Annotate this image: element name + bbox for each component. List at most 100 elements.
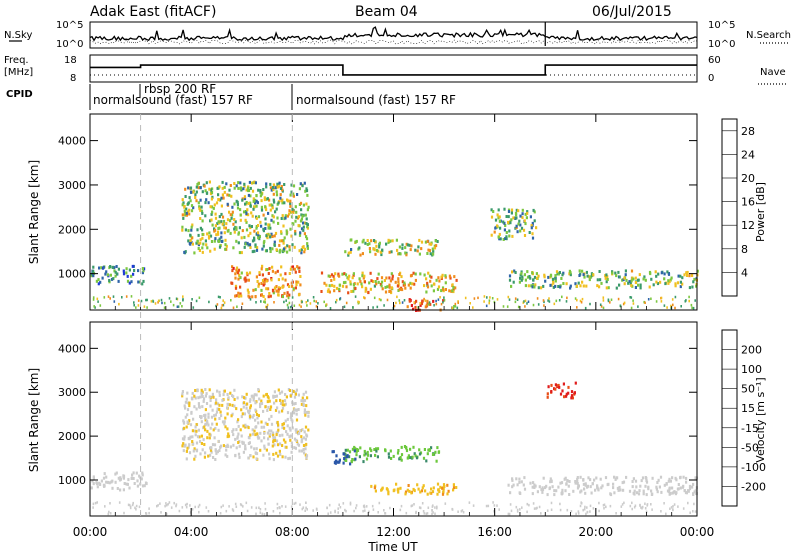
velocity-cell [557, 485, 560, 489]
velocity-cell [127, 478, 130, 482]
velocity-cell [613, 475, 616, 479]
power-feature-7 [508, 269, 699, 290]
power-cell [102, 265, 105, 269]
power-cell [217, 232, 220, 236]
power-speckle [496, 298, 499, 301]
power-cell [621, 278, 624, 282]
velocity-speckle [389, 506, 391, 510]
velocity-cell [270, 422, 274, 426]
velocity-cell [209, 448, 213, 452]
power-cell [201, 219, 204, 223]
power-cell [271, 265, 274, 269]
power-speckle [339, 298, 341, 301]
power-cell [200, 209, 204, 213]
velocity-cell [509, 491, 512, 495]
velocity-cell [594, 488, 597, 492]
velocity-cell [207, 412, 210, 416]
velocity-cell [248, 441, 251, 445]
power-cell [286, 283, 290, 287]
power-cell [396, 248, 399, 252]
velocity-cell [216, 389, 219, 393]
velocity-speckle [682, 507, 685, 510]
velocity-cell [244, 444, 247, 448]
power-cell [92, 274, 95, 278]
power-cell [183, 205, 186, 208]
velocity-cell [242, 405, 245, 409]
velocity-cell [128, 486, 131, 490]
power-cell [652, 283, 655, 287]
power-cell [588, 278, 591, 282]
power-cell [113, 269, 116, 273]
velocity-cell [635, 485, 638, 489]
power-speckle [488, 299, 491, 302]
velocity-cell [256, 432, 259, 436]
velocity-speckle [670, 506, 673, 509]
velocity-cell [209, 433, 212, 437]
power-cell [255, 248, 259, 252]
power-speckle [191, 298, 193, 301]
power-cell [270, 218, 273, 222]
power-cell [298, 266, 301, 270]
velocity-speckle [135, 508, 137, 511]
velocity-cell [576, 476, 579, 479]
power-cell [230, 281, 233, 285]
power-cell [291, 243, 294, 247]
power-cell [552, 285, 555, 289]
velocity-cell [267, 437, 270, 441]
power-cell [214, 216, 218, 220]
power-cell [642, 277, 645, 281]
velocity-speckle [198, 503, 201, 507]
power-cell [273, 243, 276, 247]
velocity-speckle [559, 502, 561, 506]
power-cell [404, 286, 407, 290]
velocity-cell [550, 383, 553, 387]
velocity-cell [559, 481, 562, 485]
velocity-cell [240, 434, 243, 438]
velocity-cell [275, 451, 278, 455]
velocity-speckle [165, 504, 168, 507]
velocity-cell [186, 413, 189, 417]
velocity-speckle [623, 501, 625, 505]
power-cell [252, 288, 255, 292]
velocity-cell [244, 423, 247, 427]
power-cell [299, 219, 303, 223]
power-cell [654, 270, 657, 274]
power-cell [359, 253, 362, 257]
velocity-cell [200, 393, 204, 397]
velocity-cell [523, 476, 526, 480]
power-speckle [315, 300, 317, 303]
velocity-cell [183, 444, 186, 448]
power-cell [283, 201, 286, 205]
power-cell [639, 283, 642, 287]
power-cell [258, 273, 261, 276]
power-cell [490, 208, 493, 212]
power-cell [410, 244, 413, 248]
velocity-cell [263, 446, 266, 450]
velocity-cell [417, 487, 420, 491]
power-cell [266, 268, 269, 271]
power-cell [498, 219, 501, 223]
power-cell [625, 278, 628, 282]
velocity-cell [518, 477, 521, 481]
velocity-cell [425, 459, 428, 463]
power-cell [262, 295, 265, 298]
power-cell [284, 216, 287, 220]
velocity-speckle [306, 508, 308, 511]
power-cell [199, 208, 202, 212]
power-cell [328, 290, 331, 294]
power-speckle [491, 297, 494, 300]
velocity-speckle [526, 510, 528, 514]
velocity-cell [208, 436, 211, 440]
velocity-speckle [493, 504, 496, 507]
velocity-cell [576, 482, 579, 485]
power-cell [248, 180, 251, 184]
velocity-cell [373, 448, 376, 451]
power-cell [507, 220, 510, 224]
velocity-cell [302, 392, 305, 396]
velocity-cell [293, 402, 296, 406]
power-cell [260, 205, 263, 209]
velocity-speckle [532, 502, 535, 505]
power-cell [401, 243, 404, 247]
velocity-cell [633, 492, 636, 496]
velocity-speckle [294, 501, 297, 505]
